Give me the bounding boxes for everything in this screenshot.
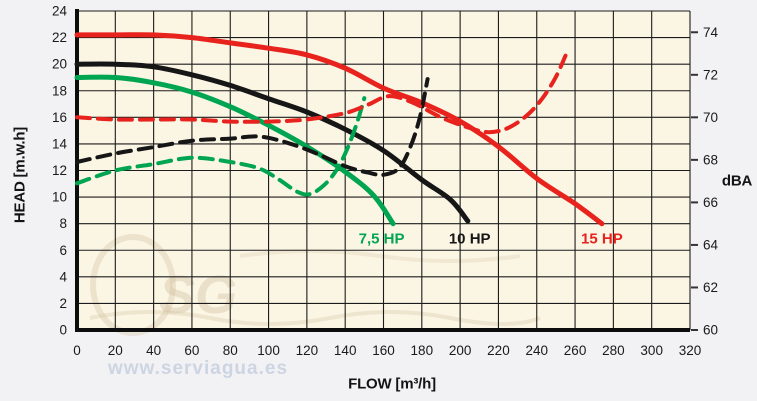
y-right-tick-label: 62 [703, 280, 718, 295]
flow-axis-title: FLOW [m³/h] [348, 375, 436, 393]
x-tick-label: 100 [257, 343, 280, 358]
x-tick-label: 120 [296, 343, 319, 358]
x-tick-label: 280 [602, 343, 625, 358]
watermark-wave [89, 310, 541, 326]
series-label-head-7-5hp: 7,5 HP [359, 230, 405, 247]
y-left-tick-label: 16 [52, 110, 67, 125]
y-right-tick-label: 68 [703, 152, 718, 167]
x-tick-label: 320 [679, 343, 702, 358]
watermark-logo-shape [90, 234, 176, 336]
x-tick-label: 220 [487, 343, 510, 358]
x-tick-label: 140 [334, 343, 357, 358]
head-10hp-curve [74, 61, 471, 224]
dba-15hp-curve [75, 53, 568, 135]
series-label-head-10hp: 10 HP [449, 230, 491, 247]
x-tick-label: 200 [449, 343, 472, 358]
y-right-tick-label: 64 [703, 237, 719, 252]
x-tick-label: 180 [411, 343, 434, 358]
y-left-tick-label: 18 [52, 83, 67, 98]
dba-10hp-curve [75, 77, 430, 177]
y-left-tick-label: 8 [59, 216, 67, 231]
y-right-tick-label: 72 [703, 67, 718, 82]
y-left-tick-label: 20 [52, 57, 67, 72]
series-label-head-15hp: 15 HP [581, 230, 623, 247]
y-left-tick-label: 4 [59, 269, 67, 284]
y-right-tick-label: 66 [703, 195, 718, 210]
x-tick-label: 80 [223, 343, 238, 358]
y-left-tick-label: 10 [52, 190, 67, 205]
dba-axis-title: dBA [721, 172, 753, 190]
y-left-tick-label: 24 [52, 4, 68, 19]
y-left-tick-label: 22 [52, 30, 67, 45]
head-15hp-curve [74, 32, 605, 227]
head-7-5hp-curve [74, 74, 396, 227]
x-tick-label: 160 [372, 343, 395, 358]
y-right-tick-label: 74 [703, 25, 719, 40]
x-tick-label: 20 [108, 343, 123, 358]
y-left-tick-label: 12 [52, 163, 67, 178]
x-tick-label: 260 [564, 343, 587, 358]
watermark-url-text: www.serviagua.es [107, 358, 288, 379]
watermark-logo-text: SG [159, 265, 237, 325]
watermark: SG www.serviagua.es [89, 234, 541, 379]
x-tick-label: 40 [146, 343, 161, 358]
x-tick-label: 300 [640, 343, 663, 358]
dba-7-5hp-curve [75, 96, 367, 197]
y-right-tick-label: 60 [703, 323, 718, 338]
y-left-tick-label: 0 [59, 323, 67, 338]
y-left-tick-label: 2 [59, 296, 67, 311]
y-left-tick-label: 6 [59, 243, 67, 258]
x-tick-label: 240 [525, 343, 548, 358]
y-left-tick-label: 14 [52, 136, 68, 151]
y-right-tick-label: 70 [703, 110, 718, 125]
x-tick-label: 60 [184, 343, 199, 358]
watermark-wave-2 [239, 249, 521, 263]
x-tick-label: 0 [73, 343, 81, 358]
